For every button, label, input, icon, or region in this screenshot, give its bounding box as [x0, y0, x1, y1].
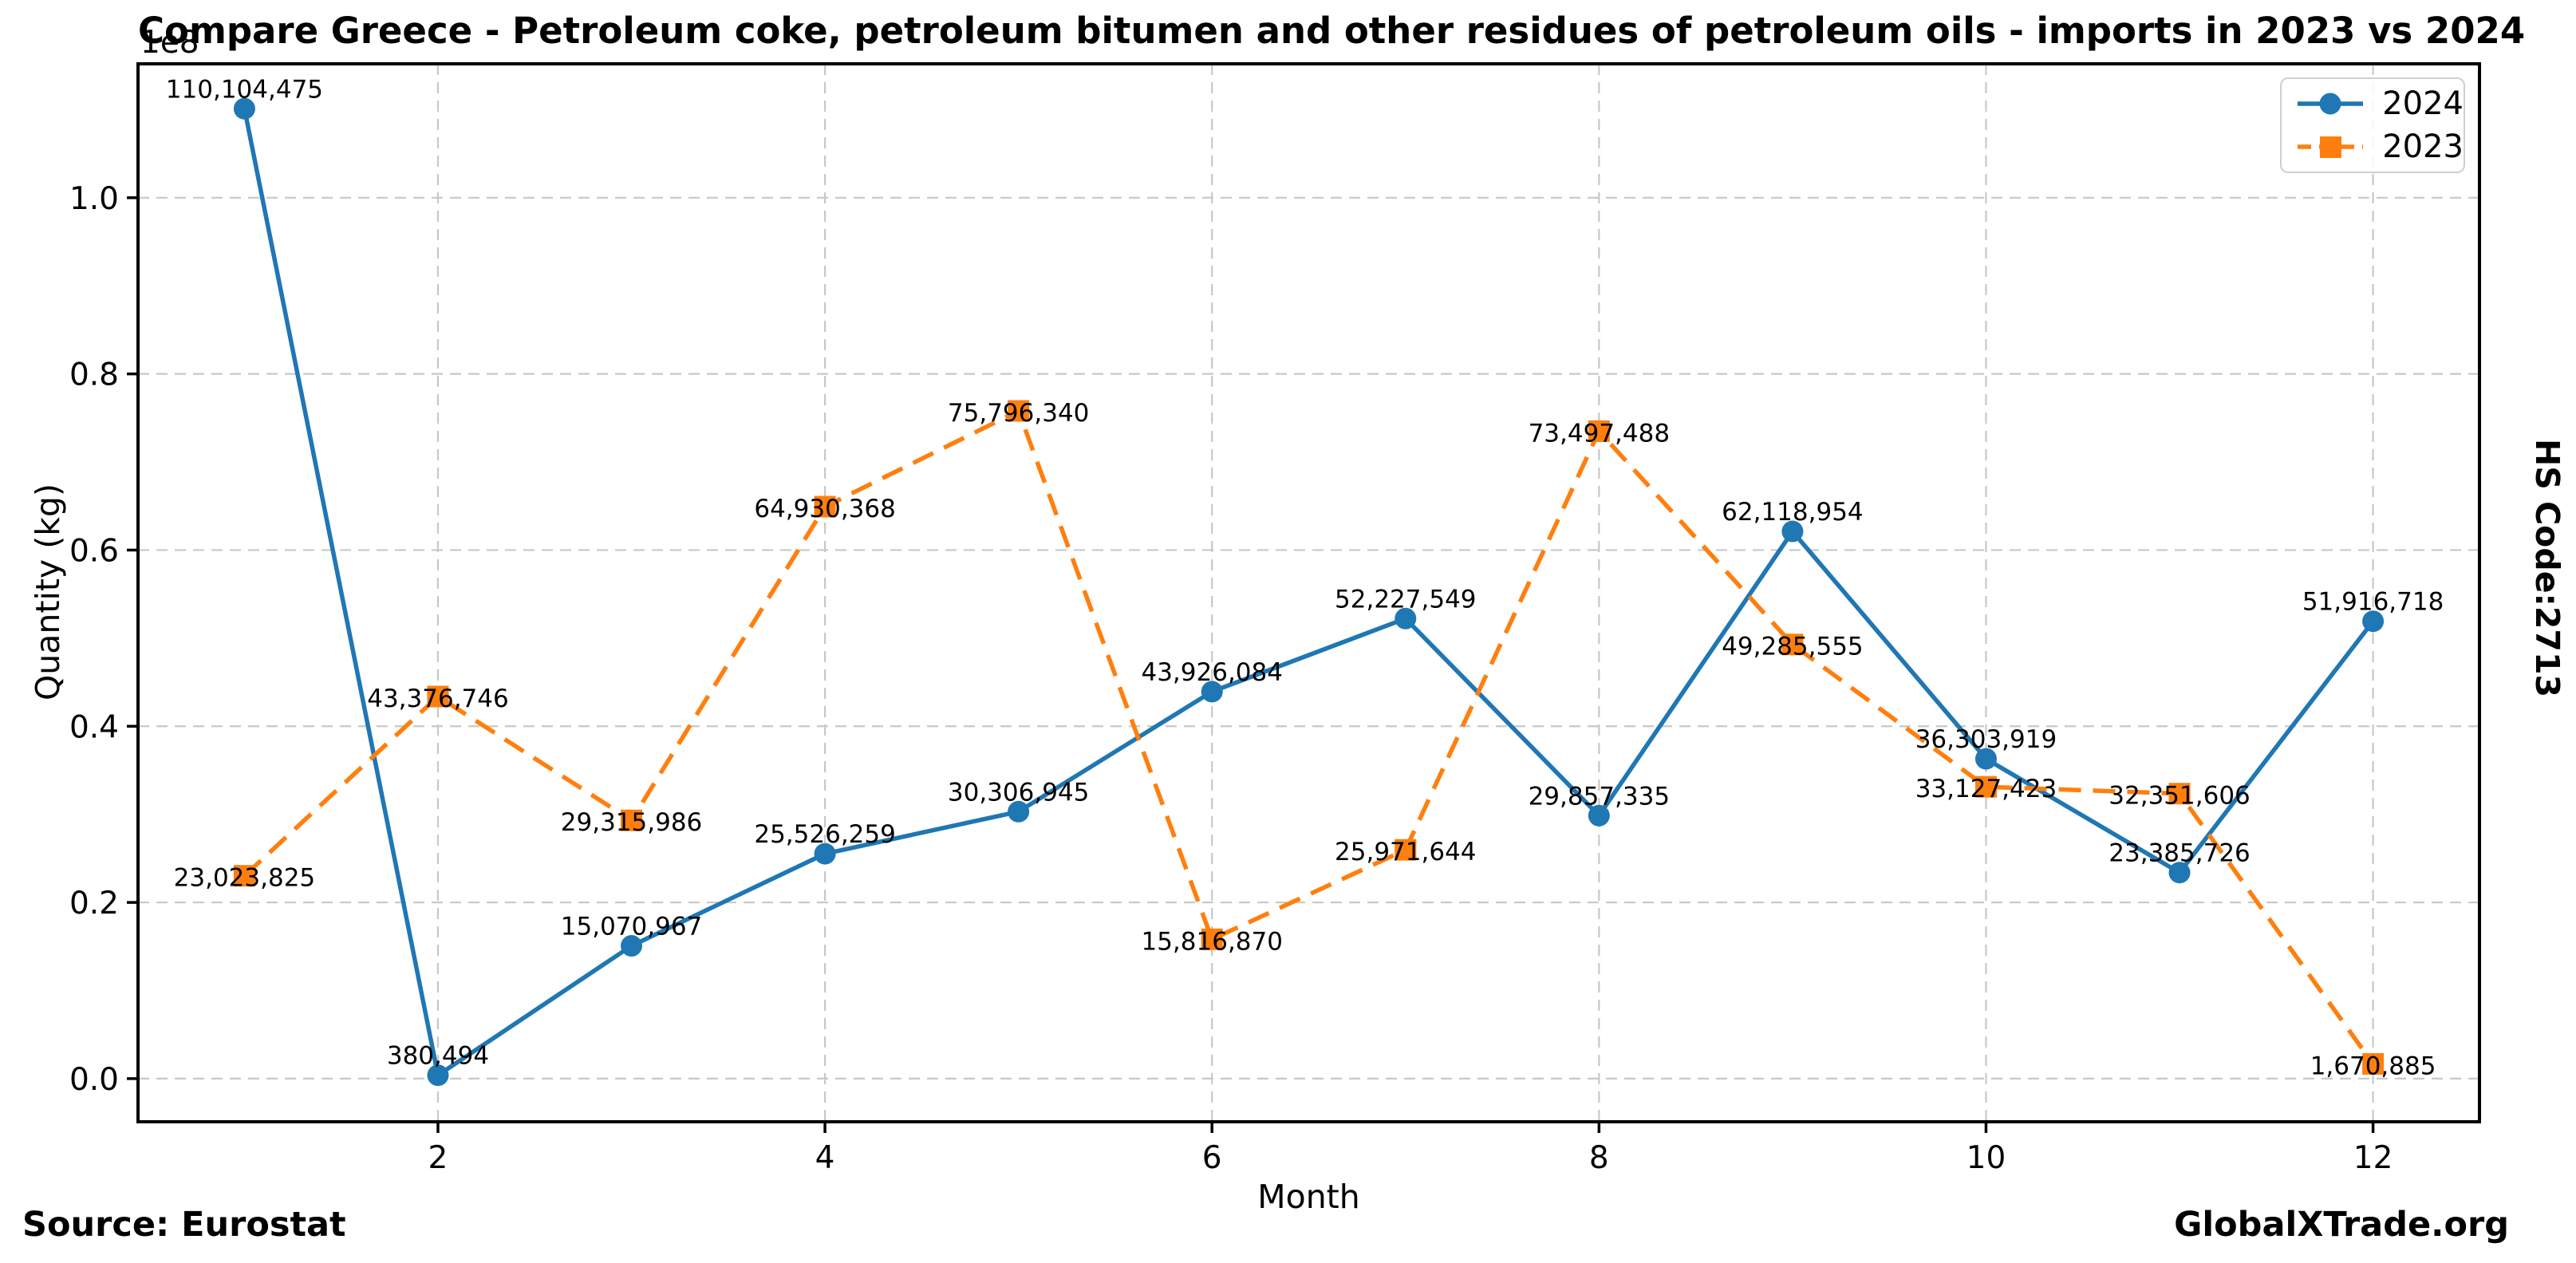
data-marker-2024-m12: [2362, 610, 2385, 633]
data-label-2024-m11: 23,385,726: [2109, 839, 2251, 868]
data-marker-2023-m4: [814, 495, 836, 518]
data-label-2024-m4: 25,526,259: [754, 820, 896, 849]
data-marker-2024-m9: [1781, 520, 1804, 543]
source-credit: Source: Eurostat: [22, 1205, 346, 1245]
data-label-2024-m3: 15,070,967: [561, 913, 703, 941]
series-line-2023: [243, 409, 2375, 1066]
data-marker-2023-m2: [427, 685, 449, 708]
legend-line-2023-icon: [2298, 136, 2363, 158]
x-tick-label: 6: [1202, 1140, 1222, 1176]
data-marker-2024-m5: [1008, 800, 1030, 823]
data-label-2023-m9: 49,285,555: [1722, 633, 1864, 661]
data-marker-2023-m7: [1395, 839, 1417, 861]
data-label-2024-m9: 62,118,954: [1722, 498, 1864, 527]
data-marker-2023-m10: [1974, 776, 1997, 798]
data-marker-2024-m2: [427, 1064, 449, 1087]
y-axis-scale-offset-label: 1e8: [140, 25, 199, 61]
data-marker-2024-m10: [1974, 748, 1997, 770]
data-label-2024-m8: 29,857,335: [1529, 782, 1671, 811]
data-label-2023-m7: 25,971,644: [1335, 838, 1477, 866]
legend: 2024 2023: [2280, 77, 2465, 173]
data-label-2023-m1: 23,023,825: [174, 864, 316, 893]
data-marker-2024-m6: [1201, 681, 1223, 703]
data-label-2024-m7: 52,227,549: [1335, 585, 1477, 614]
x-tick-label: 10: [1967, 1140, 2006, 1176]
data-label-2024-m2: 380,494: [387, 1042, 489, 1071]
data-label-2023-m4: 64,930,368: [754, 495, 896, 523]
axes-frame: [136, 62, 2481, 1123]
data-label-2023-m8: 73,497,488: [1529, 419, 1671, 448]
y-tick-label: 0.0: [69, 1062, 119, 1098]
y-tick-label: 0.4: [69, 709, 119, 745]
x-tick-label: 8: [1589, 1140, 1609, 1176]
data-label-2023-m5: 75,796,340: [948, 399, 1090, 428]
data-marker-2023-m8: [1588, 420, 1610, 442]
data-label-2023-m2: 43,376,746: [367, 685, 509, 713]
legend-label-2024: 2024: [2382, 85, 2464, 122]
data-label-2023-m3: 29,315,986: [561, 808, 703, 837]
x-axis-label: Month: [1257, 1178, 1360, 1216]
legend-item-2023: 2023: [2290, 125, 2464, 168]
data-label-2023-m10: 33,127,423: [1915, 775, 2057, 803]
data-label-2024-m6: 43,926,084: [1141, 658, 1283, 687]
x-tick-label: 4: [815, 1140, 835, 1176]
hs-code-label: HS Code:2713: [2528, 438, 2566, 698]
data-marker-2024-m8: [1588, 804, 1610, 827]
x-tick-label: 2: [428, 1140, 448, 1176]
data-marker-2023-m5: [1008, 400, 1030, 422]
data-marker-2023-m11: [2168, 783, 2191, 805]
y-tick-label: 0.8: [69, 357, 119, 393]
data-marker-2023-m12: [2362, 1052, 2385, 1075]
data-label-2024-m1: 110,104,475: [166, 75, 323, 104]
legend-label-2023: 2023: [2382, 128, 2464, 165]
y-axis-label: Quantity (kg): [29, 483, 67, 701]
data-marker-2024-m1: [233, 97, 255, 120]
data-marker-2023-m6: [1201, 928, 1223, 950]
data-label-2023-m12: 1,670,885: [2310, 1052, 2436, 1080]
watermark-brand: GlobalXTrade.org: [2174, 1205, 2509, 1245]
data-marker-2024-m11: [2168, 862, 2191, 884]
x-tick-label: 12: [2353, 1140, 2393, 1176]
y-tick-label: 1.0: [69, 181, 119, 217]
legend-item-2024: 2024: [2290, 82, 2464, 125]
data-label-2023-m6: 15,816,870: [1141, 927, 1283, 956]
series-line-2024: [242, 108, 2375, 1078]
data-marker-2024-m4: [814, 843, 836, 865]
data-marker-2023-m9: [1781, 633, 1804, 656]
y-tick-label: 0.2: [69, 886, 119, 922]
data-marker-2023-m1: [233, 865, 255, 887]
chart-title: Compare Greece - Petroleum coke, petrole…: [138, 10, 2526, 52]
data-marker-2024-m3: [621, 935, 643, 957]
data-marker-2024-m7: [1395, 607, 1417, 630]
legend-line-2024-icon: [2298, 93, 2363, 115]
data-marker-2023-m3: [621, 809, 643, 831]
y-tick-label: 0.6: [69, 533, 119, 569]
data-label-2024-m12: 51,916,718: [2302, 588, 2444, 617]
data-label-2023-m11: 32,351,606: [2109, 782, 2251, 811]
data-label-2024-m10: 36,303,919: [1915, 725, 2057, 754]
data-label-2024-m5: 30,306,945: [948, 778, 1090, 807]
